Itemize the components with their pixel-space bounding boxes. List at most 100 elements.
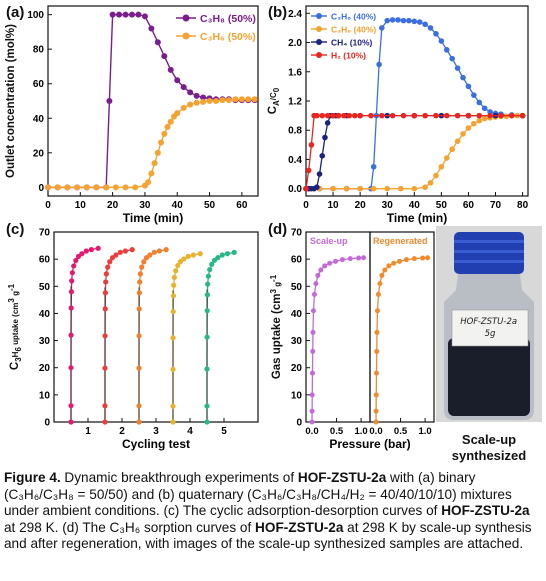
data-point-d-0 — [310, 329, 316, 335]
legend-label-b-0: C₃H₆ (40%) — [331, 12, 376, 22]
y-axis-label-c: C3H6 uptake (cm3 g-1 — [7, 283, 23, 370]
data-point-d-0 — [309, 370, 315, 376]
data-point-c-1 — [88, 247, 94, 253]
data-point-a-0 — [129, 11, 135, 18]
data-point-a-1 — [225, 97, 232, 104]
data-point-c-5 — [224, 251, 230, 257]
x-tick-label-b: 30 — [382, 200, 394, 211]
data-point-c-2 — [103, 279, 109, 285]
data-point-c-3 — [139, 264, 145, 270]
plot-frame-d-right — [369, 231, 435, 423]
cycle-curve-2 — [104, 249, 133, 422]
y-tick-label-c: 70 — [39, 228, 51, 239]
data-point-b-1 — [357, 185, 363, 192]
data-point-b-1 — [433, 172, 439, 179]
data-point-a-0 — [193, 92, 200, 99]
y-tick-label-a: 60 — [33, 79, 45, 90]
data-point-a-0 — [161, 53, 168, 60]
series-line-b-0 — [306, 19, 523, 190]
data-point-d-1 — [411, 256, 417, 262]
data-point-b-1 — [330, 185, 336, 192]
data-point-b-3 — [351, 112, 358, 119]
data-point-c-1 — [83, 248, 89, 254]
data-point-b-0 — [454, 65, 461, 71]
x-tick-label-d-right: 1.0 — [418, 426, 431, 437]
x-axis-label-d: Pressure (bar) — [329, 437, 410, 451]
data-point-c-3 — [136, 333, 142, 339]
x-axis-label-a: Time (min) — [123, 211, 183, 225]
data-point-a-1 — [154, 149, 161, 156]
bottle-label — [451, 309, 529, 347]
data-point-c-4 — [171, 274, 177, 280]
y-axis-label-d: Gas uptake (cm3 g-1 — [269, 274, 283, 379]
x-tick-label-a: 10 — [75, 200, 87, 211]
data-point-c-1 — [68, 365, 74, 371]
data-point-c-4 — [197, 251, 203, 257]
data-point-b-0 — [376, 61, 382, 68]
data-point-b-0 — [422, 21, 428, 28]
data-point-a-1 — [103, 184, 110, 191]
data-point-a-1 — [219, 97, 226, 104]
data-point-c-4 — [190, 252, 196, 258]
data-point-a-1 — [161, 130, 168, 137]
caption-text-1: Dynamic breakthrough experiments of — [60, 470, 298, 485]
data-point-d-1 — [382, 267, 388, 273]
data-point-c-1 — [68, 289, 75, 295]
x-tick-label-b: 40 — [409, 200, 421, 211]
data-point-c-2 — [103, 271, 109, 277]
data-point-d-0 — [333, 258, 339, 264]
y-tick-label-d: 40 — [291, 309, 303, 320]
data-point-c-3 — [141, 259, 147, 265]
data-point-b-3 — [379, 112, 385, 119]
data-point-d-0 — [315, 272, 321, 278]
x-tick-label-c: 4 — [187, 426, 193, 437]
data-point-a-1 — [132, 184, 139, 191]
data-point-b-1 — [427, 180, 434, 186]
data-point-c-3 — [147, 252, 153, 258]
data-point-c-5 — [205, 273, 211, 279]
data-point-c-1 — [73, 257, 79, 264]
legend-label-a-0: C₃H₈ (50%) — [200, 13, 256, 25]
data-point-b-0 — [379, 25, 385, 31]
legend-marker-b-2 — [316, 39, 322, 45]
data-point-c-3 — [137, 271, 143, 277]
data-point-b-3 — [498, 112, 504, 119]
data-point-b-3 — [422, 112, 428, 119]
data-point-c-2 — [102, 365, 108, 371]
x-tick-label-c: 2 — [119, 426, 125, 437]
x-axis-label-c: Cycling test — [122, 437, 190, 451]
panel-label-a: (a) — [6, 4, 24, 21]
data-point-a-0 — [122, 11, 129, 18]
data-point-c-4 — [170, 335, 176, 341]
data-point-b-0 — [411, 18, 418, 25]
x-tick-label-d-left: 1.0 — [354, 426, 367, 437]
y-tick-label-a: 20 — [33, 148, 45, 159]
legend-marker-a-1 — [182, 32, 190, 40]
data-point-a-1 — [180, 104, 187, 111]
data-point-a-1 — [245, 96, 252, 103]
data-point-b-3 — [400, 112, 407, 119]
data-point-b-3 — [508, 112, 515, 119]
data-point-c-4 — [170, 419, 176, 425]
data-point-b-3 — [335, 112, 342, 119]
data-point-b-3 — [346, 112, 353, 119]
y-tick-label-d: 60 — [291, 255, 303, 266]
data-point-b-3 — [476, 112, 483, 119]
y-tick-label-c: 40 — [39, 309, 51, 320]
data-point-c-1 — [68, 305, 74, 311]
x-tick-label-a: 0 — [45, 200, 51, 211]
data-point-b-1 — [503, 113, 510, 120]
data-point-c-4 — [170, 308, 176, 315]
x-tick-label-c: 3 — [153, 426, 159, 437]
x-tick-label-a: 60 — [236, 200, 248, 211]
y-tick-label-d: 50 — [291, 282, 303, 293]
caption-fig-number: Figure 4. — [4, 470, 61, 485]
data-point-d-1 — [420, 255, 426, 261]
data-point-b-3 — [368, 112, 374, 119]
data-point-b-1 — [370, 185, 377, 192]
data-point-c-2 — [129, 247, 135, 253]
caption-text-3: at 298 K. (d) The C₃H₆ sorption curves o… — [4, 519, 256, 535]
data-point-a-1 — [64, 184, 71, 191]
data-point-c-4 — [181, 256, 187, 262]
